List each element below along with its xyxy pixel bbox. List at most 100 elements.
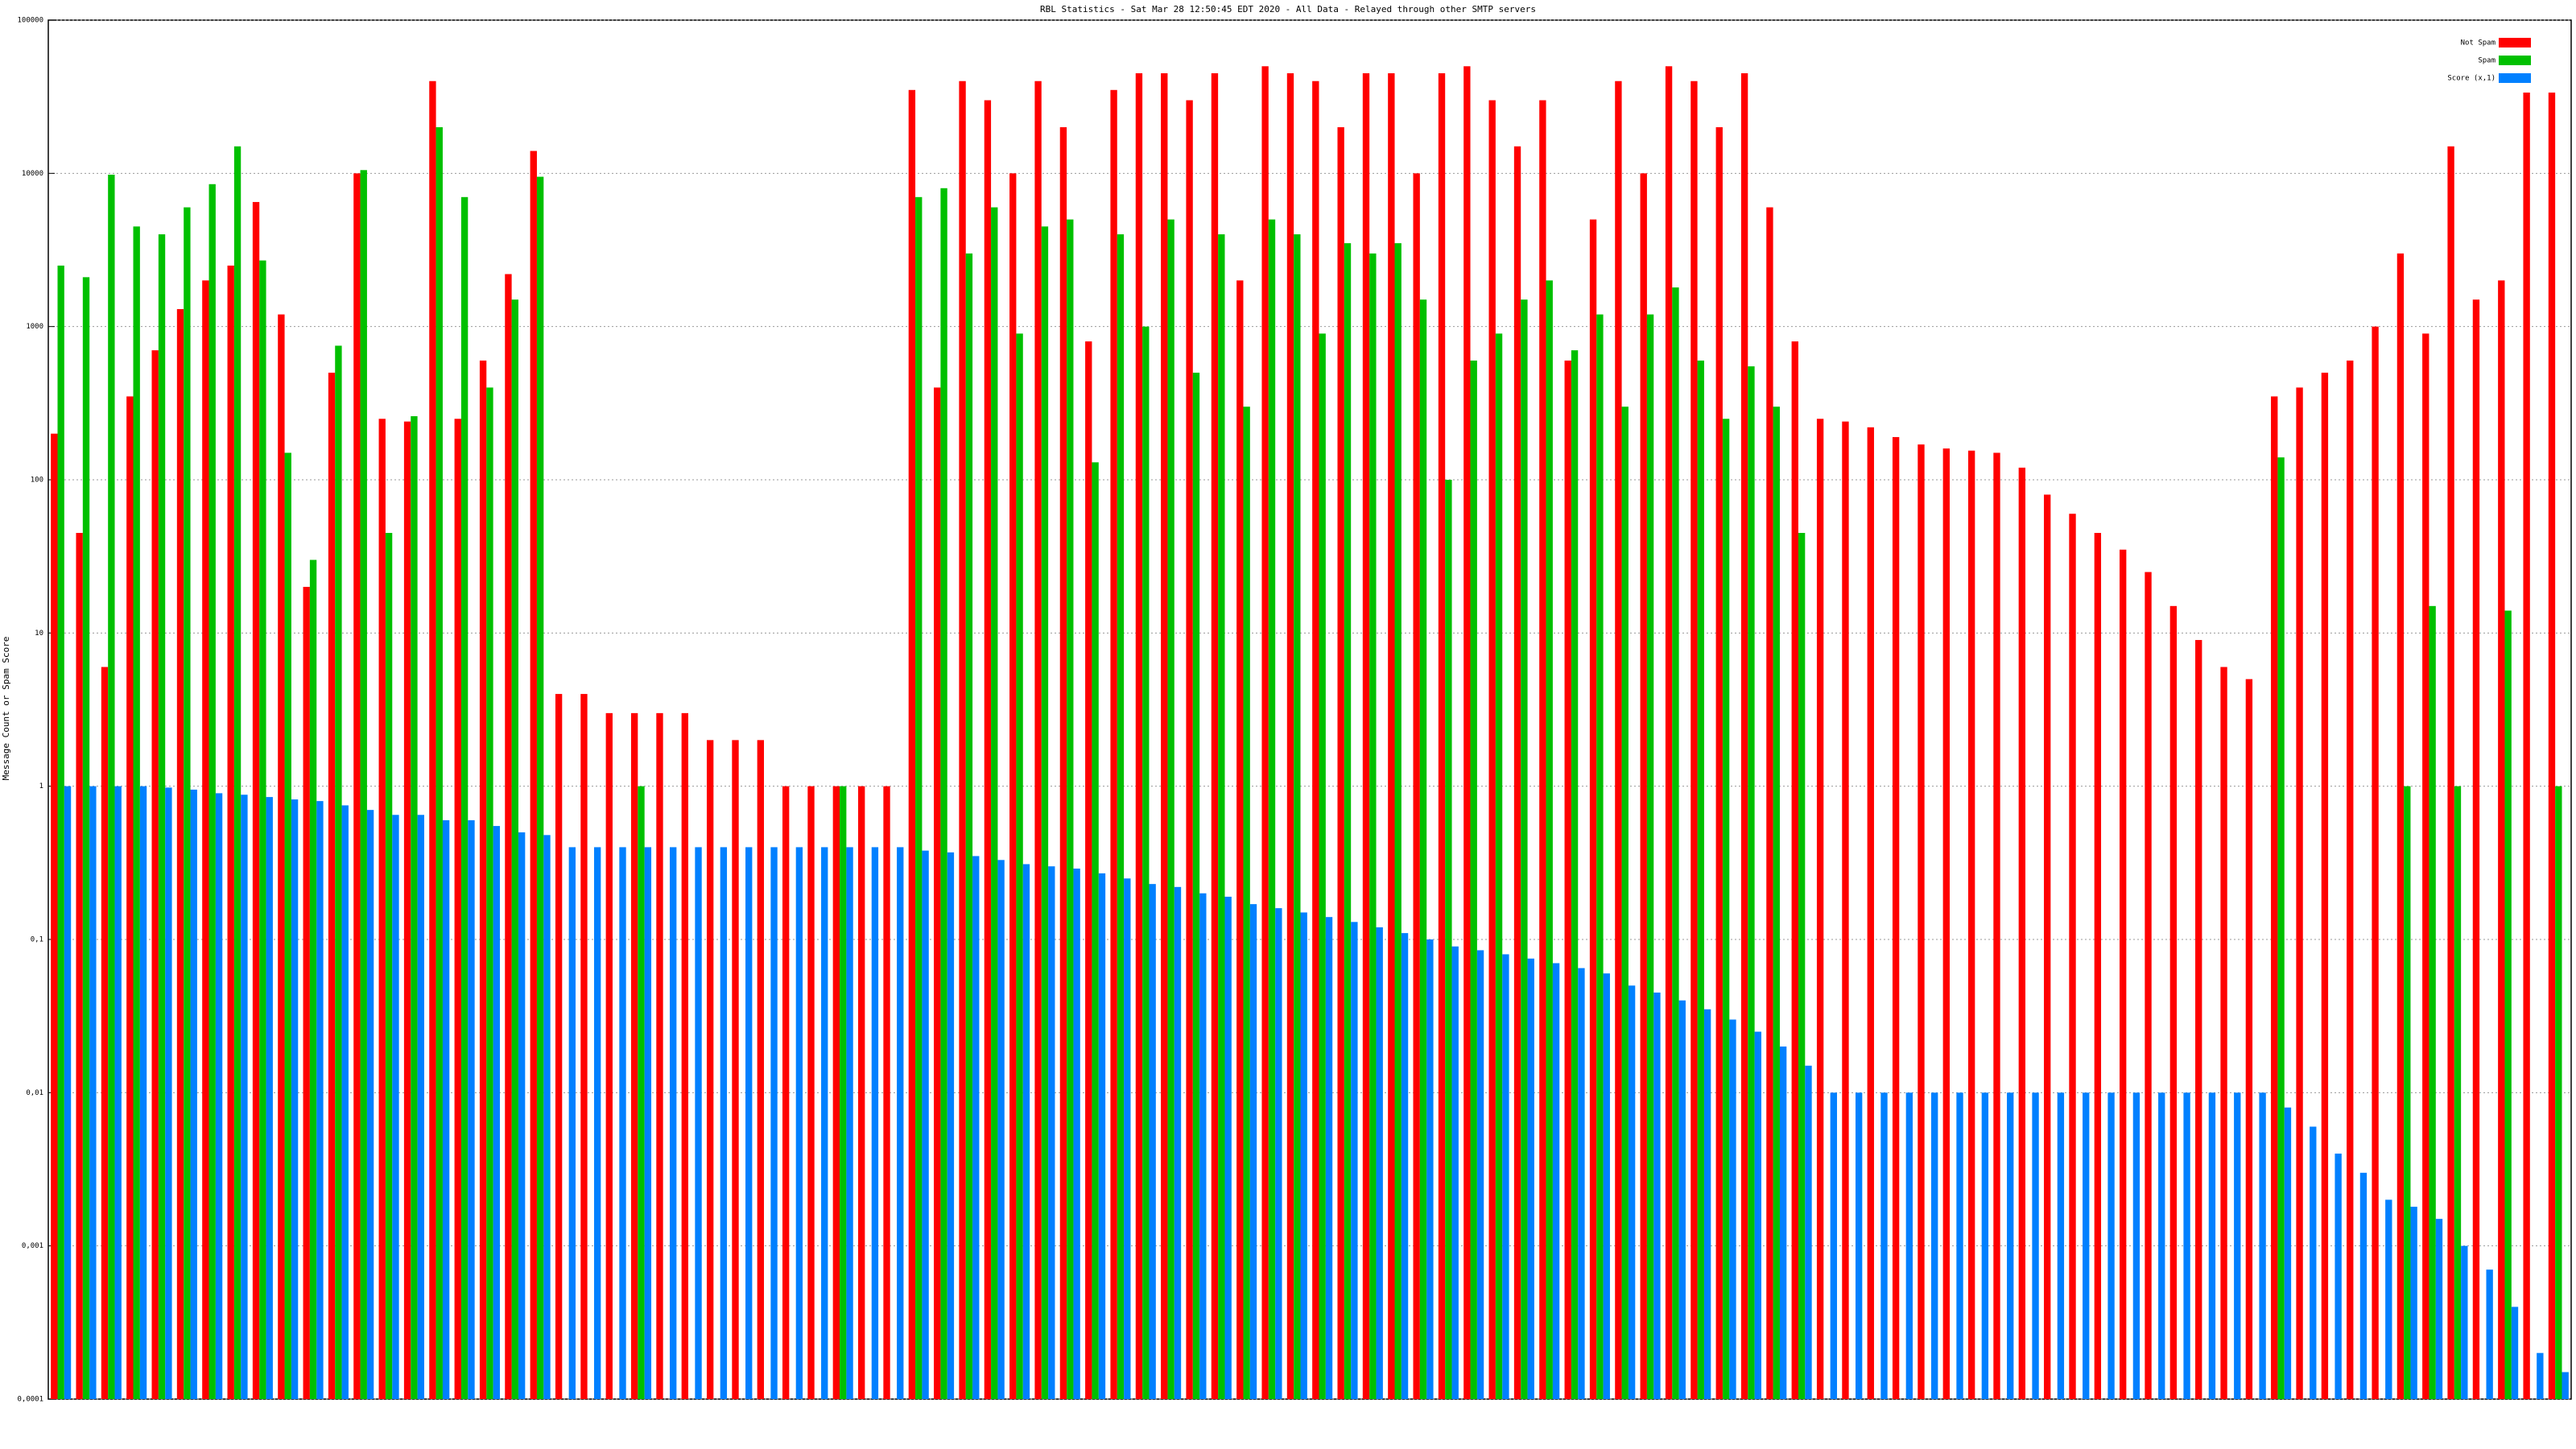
bar: [266, 797, 273, 1399]
bar: [1956, 1092, 1963, 1399]
bar: [1615, 80, 1622, 1400]
bar: [2504, 610, 2512, 1399]
bar: [1117, 234, 1125, 1399]
bar: [2422, 333, 2429, 1399]
bar: [2310, 1126, 2317, 1399]
bar: [1344, 243, 1352, 1399]
bar: [1546, 280, 1553, 1400]
bar: [1628, 985, 1636, 1399]
bar: [1016, 333, 1023, 1399]
bar: [233, 146, 242, 1400]
bar: [403, 421, 411, 1400]
bar: [795, 847, 803, 1399]
bar: [1161, 73, 1168, 1399]
bar: [1192, 372, 1200, 1400]
y-tick-label: 0,01: [26, 1089, 43, 1097]
bar: [1149, 884, 1156, 1399]
bar: [1918, 444, 1925, 1399]
bar: [1048, 866, 1055, 1399]
bar: [2511, 1307, 2519, 1399]
bar: [2435, 1219, 2443, 1399]
bar: [360, 170, 367, 1400]
bar: [2284, 1107, 2292, 1399]
bar: [1476, 950, 1484, 1399]
bar: [1073, 868, 1080, 1399]
bar: [638, 786, 645, 1399]
bar: [133, 226, 140, 1399]
legend-swatch: [2499, 56, 2531, 65]
bar: [2347, 360, 2354, 1400]
bar: [460, 196, 469, 1399]
bar: [493, 826, 500, 1399]
bar: [486, 387, 493, 1399]
bar: [2486, 1269, 2493, 1399]
bar: [1300, 912, 1307, 1399]
bar: [2396, 253, 2405, 1399]
bar: [252, 201, 260, 1400]
bar: [1098, 873, 1106, 1399]
bar: [2454, 786, 2462, 1399]
bar: [184, 207, 191, 1399]
bar: [2007, 1092, 2014, 1399]
bar: [2271, 396, 2278, 1400]
bar: [1513, 146, 1521, 1400]
y-tick-label: 0,001: [22, 1242, 43, 1250]
bar: [670, 847, 677, 1399]
bar: [278, 314, 285, 1399]
bar: [1438, 73, 1446, 1399]
bar: [1388, 73, 1395, 1399]
bar: [840, 786, 847, 1399]
bar: [1124, 878, 1131, 1399]
y-tick-label: 1000: [26, 323, 43, 331]
bar: [2562, 1372, 2569, 1399]
bar: [1665, 66, 1673, 1400]
bar: [1539, 100, 1546, 1400]
bar: [997, 860, 1005, 1399]
bar: [1009, 173, 1017, 1399]
chart-title: RBL Statistics - Sat Mar 28 12:50:45 EDT…: [1040, 4, 1536, 14]
bar: [1275, 908, 1282, 1399]
bar: [2120, 549, 2127, 1399]
bar: [2259, 1092, 2266, 1399]
bar: [2208, 1092, 2216, 1399]
bar: [1488, 100, 1496, 1400]
bar: [1034, 80, 1042, 1400]
bar: [1981, 1092, 1989, 1399]
bar: [353, 173, 361, 1399]
bar: [915, 196, 923, 1399]
bar: [1224, 896, 1232, 1399]
bar: [2537, 1352, 2544, 1399]
bar: [241, 795, 248, 1399]
legend-label: Spam: [2478, 57, 2496, 65]
bar: [479, 360, 487, 1400]
bar: [1337, 127, 1344, 1399]
bar: [1401, 933, 1409, 1399]
bar: [959, 80, 966, 1400]
bar: [1589, 219, 1597, 1399]
bar: [1186, 100, 1193, 1400]
bar: [1376, 927, 1383, 1399]
bar: [1703, 1009, 1711, 1399]
bar: [965, 253, 973, 1399]
bar: [1564, 360, 1571, 1400]
bar: [454, 419, 461, 1399]
bar: [2410, 1207, 2417, 1399]
bar: [922, 850, 929, 1399]
bar: [2321, 372, 2329, 1400]
bar: [1805, 1065, 1812, 1399]
bar: [1211, 73, 1219, 1399]
bar: [757, 740, 765, 1399]
bar: [1678, 1000, 1686, 1399]
legend-label: Score (x,1): [2447, 75, 2496, 83]
bar: [1502, 954, 1509, 1399]
bar: [1362, 73, 1370, 1399]
bar: [1748, 366, 1755, 1400]
bar: [555, 694, 563, 1399]
bar: [1740, 73, 1748, 1399]
bar: [89, 786, 97, 1399]
bar: [947, 852, 955, 1399]
bar: [630, 712, 638, 1399]
bar: [1041, 226, 1049, 1399]
bar: [1351, 922, 1358, 1399]
